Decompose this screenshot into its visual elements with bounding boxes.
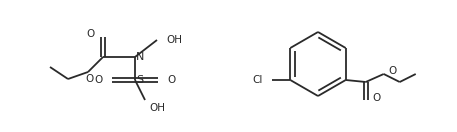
Text: OH: OH: [149, 103, 165, 113]
Text: O: O: [389, 66, 397, 76]
Text: OH: OH: [166, 35, 182, 45]
Text: O: O: [86, 74, 94, 84]
Text: O: O: [167, 75, 175, 85]
Text: Cl: Cl: [252, 75, 262, 85]
Text: O: O: [87, 29, 95, 39]
Text: S: S: [137, 75, 143, 85]
Text: O: O: [95, 75, 103, 85]
Text: N: N: [136, 52, 144, 62]
Text: O: O: [373, 93, 381, 103]
